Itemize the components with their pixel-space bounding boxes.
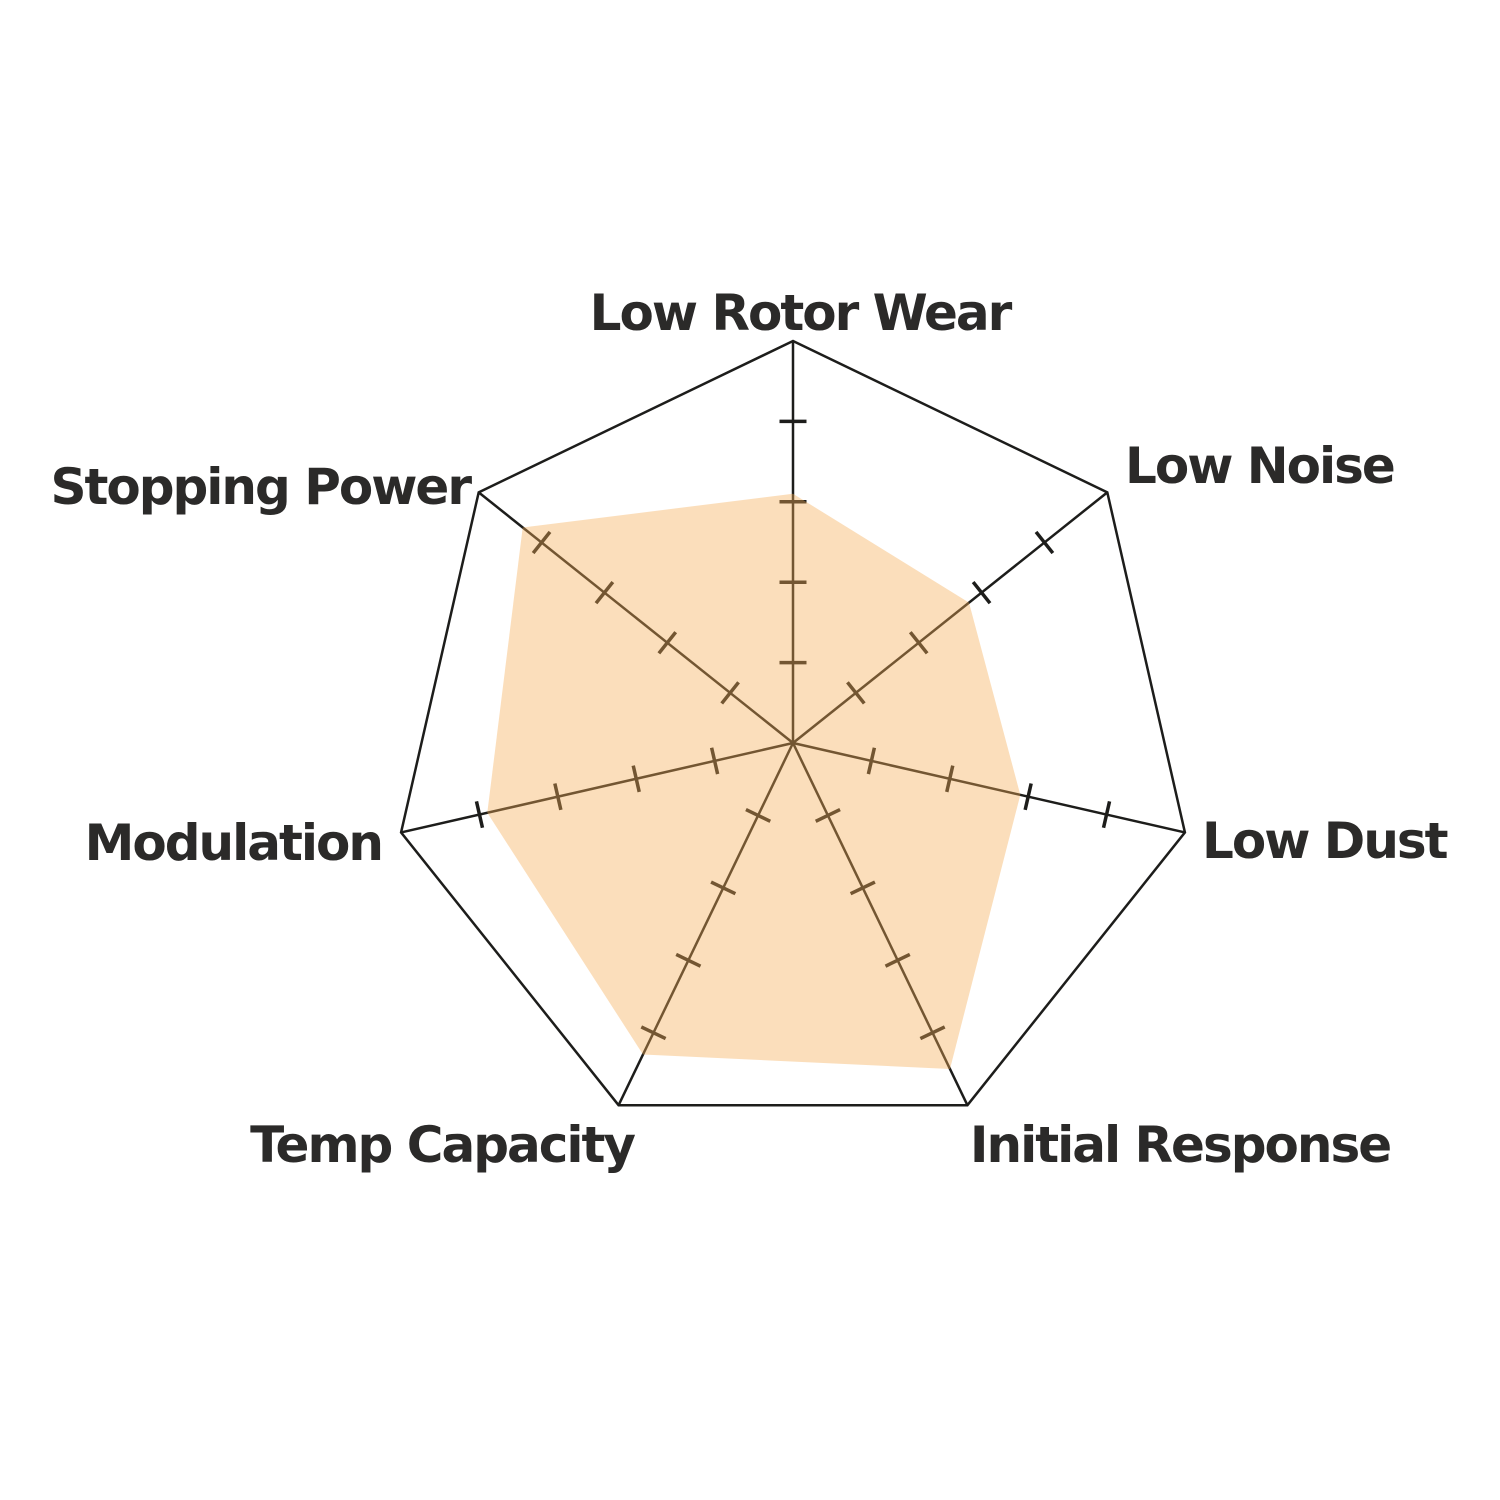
- axis-line-1: [792, 491, 1109, 744]
- axis-4-tick-4: [640, 1025, 667, 1041]
- axis-6-tick-1: [720, 681, 740, 705]
- axis-5-tick-2: [631, 765, 641, 793]
- axis-6-tick-3: [594, 580, 615, 605]
- axis-5-tick-3: [553, 783, 563, 811]
- axis-5-tick-4: [474, 801, 485, 829]
- axis-1-tick-3: [971, 580, 992, 605]
- axis-4-tick-3: [675, 952, 702, 968]
- axis-4-tick-2: [710, 880, 737, 896]
- axis-1-tick-1: [846, 681, 866, 705]
- axis-4-tick-1: [745, 808, 772, 823]
- axis-2-tick-4: [1101, 801, 1112, 829]
- axis-3-tick-3: [884, 952, 911, 968]
- axis-2-tick-1: [866, 747, 877, 775]
- axis-5-tick-1: [709, 747, 720, 775]
- axis-1-tick-2: [908, 631, 929, 655]
- axis-line-4: [617, 742, 795, 1106]
- axis-label-low-dust: Low Dust: [1202, 812, 1448, 870]
- outer-ring: [399, 339, 1187, 1107]
- data-polygon: [487, 493, 1021, 1069]
- axis-3-tick-4: [919, 1025, 946, 1041]
- axis-label-initial-response: Initial Response: [970, 1116, 1390, 1174]
- axis-line-5: [400, 741, 794, 834]
- axis-label-low-rotor-wear: Low Rotor Wear: [590, 284, 1013, 342]
- axis-line-3: [791, 742, 969, 1106]
- axis-2-tick-3: [1023, 783, 1033, 811]
- axis-line-6: [477, 491, 794, 744]
- axis-2-tick-2: [945, 765, 955, 793]
- axis-line-2: [792, 741, 1186, 834]
- axis-1-tick-4: [1034, 530, 1055, 555]
- axis-label-low-noise: Low Noise: [1125, 437, 1394, 495]
- axis-label-temp-capacity: Temp Capacity: [250, 1116, 635, 1174]
- axis-3-tick-1: [814, 808, 841, 823]
- axis-6-tick-4: [531, 530, 552, 555]
- axis-6-tick-2: [657, 631, 678, 655]
- axis-label-modulation: Modulation: [85, 814, 382, 872]
- axis-label-stopping-power: Stopping Power: [50, 458, 472, 516]
- axis-3-tick-2: [849, 880, 876, 896]
